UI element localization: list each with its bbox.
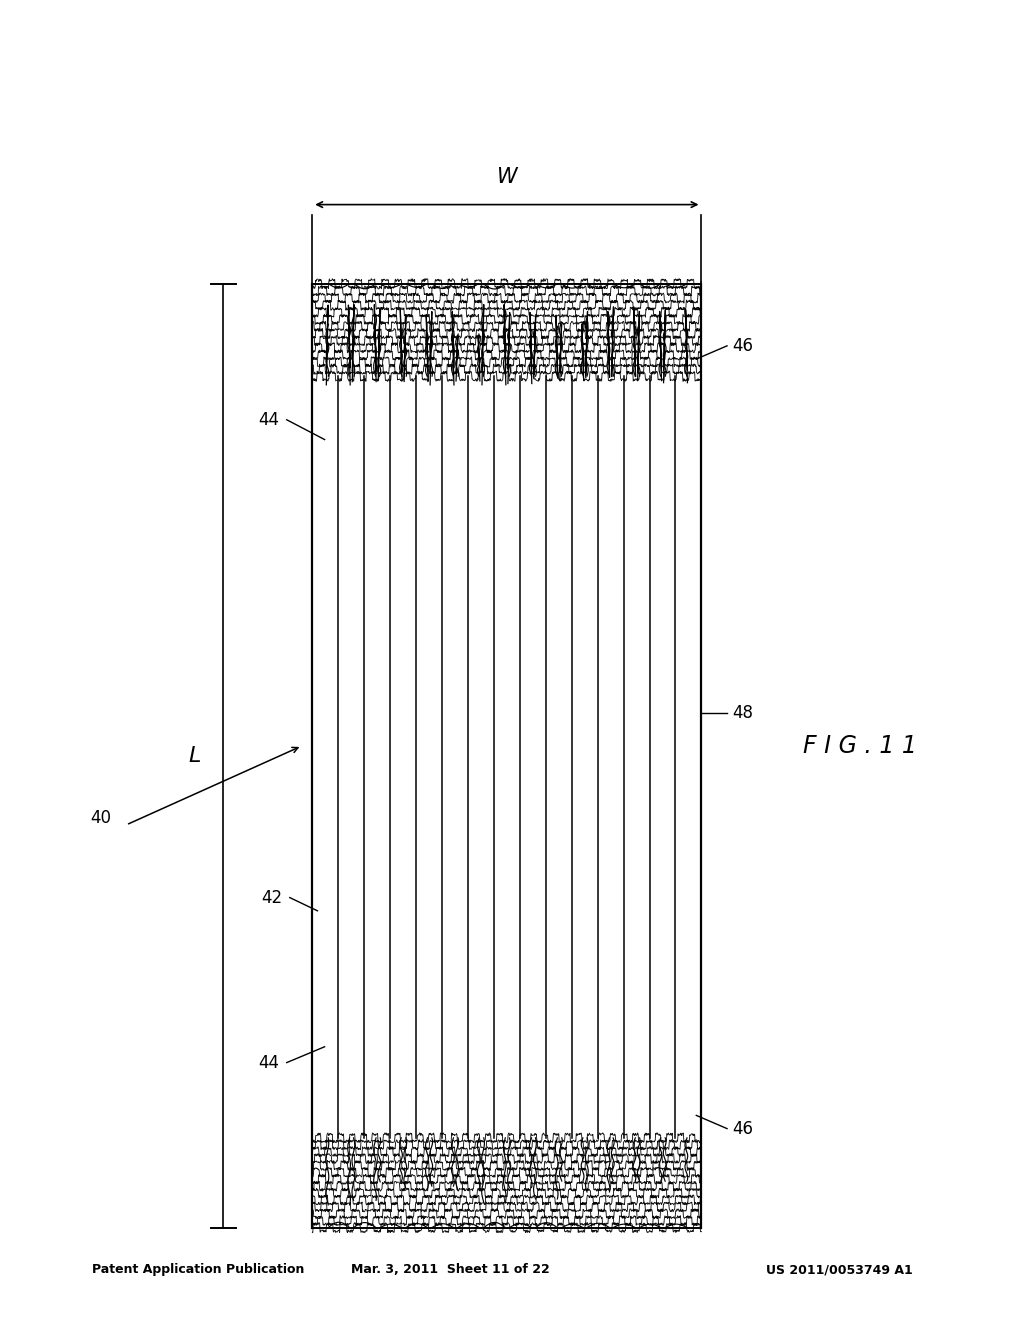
- Text: W: W: [497, 168, 517, 187]
- Text: Mar. 3, 2011  Sheet 11 of 22: Mar. 3, 2011 Sheet 11 of 22: [351, 1263, 550, 1276]
- Text: L: L: [188, 746, 201, 766]
- Text: F I G . 1 1: F I G . 1 1: [803, 734, 918, 758]
- Text: US 2011/0053749 A1: US 2011/0053749 A1: [766, 1263, 913, 1276]
- Text: 48: 48: [732, 704, 754, 722]
- Text: Patent Application Publication: Patent Application Publication: [92, 1263, 304, 1276]
- Text: 44: 44: [258, 1053, 279, 1072]
- Text: 46: 46: [732, 1119, 754, 1138]
- Text: 42: 42: [261, 888, 282, 907]
- Text: 44: 44: [258, 411, 279, 429]
- Text: 40: 40: [90, 809, 111, 828]
- Text: 46: 46: [732, 337, 754, 355]
